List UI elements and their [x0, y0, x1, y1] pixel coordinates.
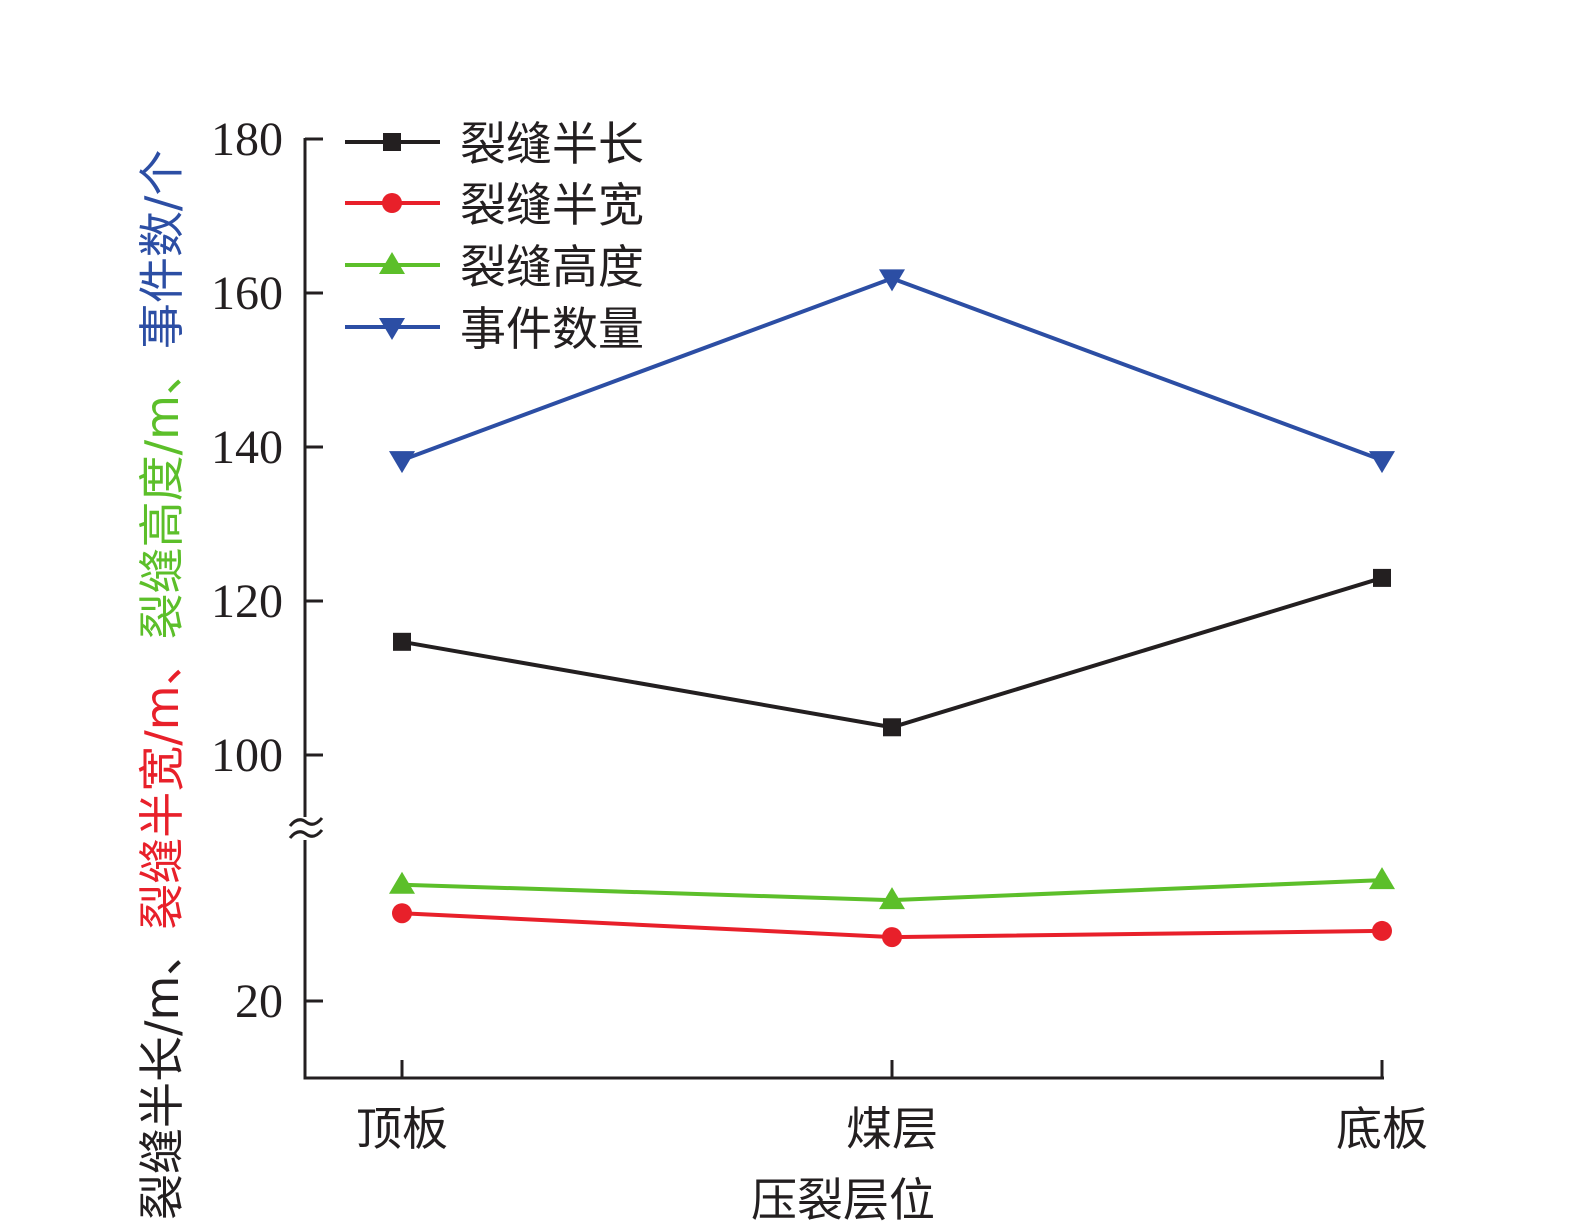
data-point-square	[393, 632, 411, 651]
y-axis-title-part: 裂缝半长/m、	[135, 930, 189, 1220]
legend-label: 事件数量	[460, 302, 644, 356]
series-4	[389, 269, 1395, 474]
y-tick-label: 140	[211, 421, 283, 474]
y-tick-label: 20	[235, 975, 283, 1028]
y-tick-label: 160	[211, 267, 283, 320]
legend-item: 裂缝高度	[345, 240, 644, 294]
axis-break-mark	[288, 817, 324, 839]
legend-label: 裂缝高度	[460, 240, 644, 294]
x-tick-label: 底板	[1336, 1102, 1428, 1156]
legend-label: 裂缝半长	[460, 117, 644, 171]
y-tick-label: 100	[211, 729, 283, 782]
y-tick-label: 180	[211, 113, 283, 166]
data-point-circle	[882, 927, 902, 948]
data-point-triangle-up	[1369, 867, 1395, 890]
data-point-triangle-down	[379, 318, 405, 340]
legend-item: 裂缝半宽	[345, 178, 644, 232]
data-point-square	[883, 718, 901, 737]
data-point-square	[383, 133, 401, 151]
series-2	[392, 903, 1392, 948]
series-line	[401, 575, 1383, 730]
data-point-triangle-up	[389, 871, 415, 894]
x-tick-label: 顶板	[356, 1102, 448, 1156]
data-point-triangle-up	[379, 252, 405, 274]
data-point-triangle-up	[879, 887, 905, 910]
series-layer	[389, 269, 1395, 948]
data-point-triangle-down	[389, 451, 415, 474]
data-point-circle	[1372, 920, 1392, 941]
y-axis-title: 裂缝半长/m、裂缝半宽/m、裂缝高度/m、事件数/个	[135, 150, 189, 1220]
data-point-circle	[382, 193, 402, 213]
data-point-triangle-down	[1369, 451, 1395, 474]
legend-label: 裂缝半宽	[460, 178, 644, 232]
y-axis-title-part: 裂缝高度/m、	[135, 349, 189, 639]
x-axis-title: 压裂层位	[751, 1173, 935, 1227]
x-tick-label: 煤层	[846, 1102, 938, 1156]
legend-item: 裂缝半长	[345, 117, 644, 171]
y-tick-label: 120	[211, 575, 283, 628]
y-axis-title-part: 裂缝半宽/m、	[135, 639, 189, 929]
series-3	[389, 867, 1395, 910]
legend-item: 事件数量	[345, 302, 644, 356]
data-point-square	[1373, 568, 1391, 587]
data-point-triangle-down	[879, 269, 905, 292]
series-1	[393, 568, 1391, 737]
y-axis-title-part: 事件数/个	[135, 150, 189, 350]
data-point-circle	[392, 903, 412, 924]
axes: 20 100 120 140 160 180 顶板 煤层 底板	[211, 113, 1428, 1156]
